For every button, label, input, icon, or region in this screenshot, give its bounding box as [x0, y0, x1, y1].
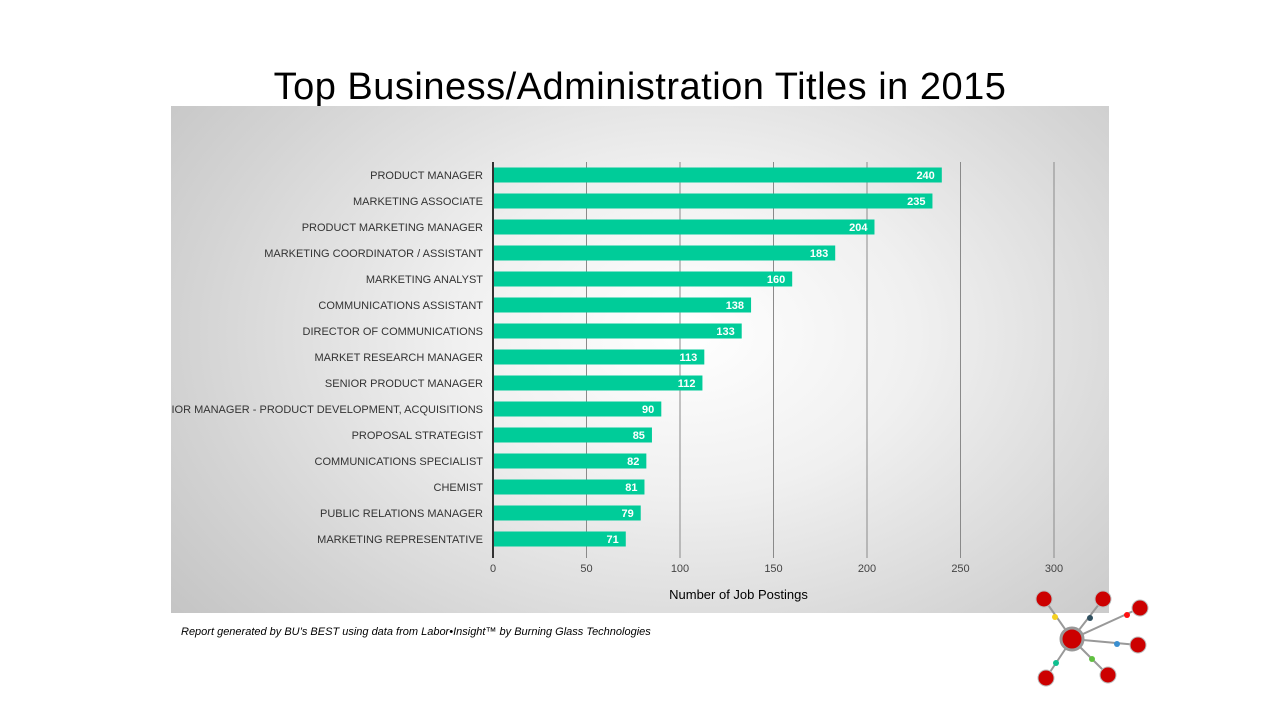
category-label: PROPOSAL STRATEGIST — [352, 430, 484, 442]
data-label: 235 — [907, 196, 925, 208]
bar — [494, 219, 875, 235]
bar-chart: 0 50 100 150 200 250 300 PRODUCT MANAGER 240 MARK… — [171, 162, 1063, 602]
category-label: PRODUCT MANAGER — [370, 170, 483, 182]
bar — [494, 167, 942, 183]
data-label: 81 — [625, 482, 637, 494]
bar — [494, 505, 641, 521]
category-label: SENIOR PRODUCT MANAGER — [325, 378, 483, 390]
data-label: 71 — [607, 534, 619, 546]
bar — [494, 453, 647, 469]
category-label: MARKETING COORDINATOR / ASSISTANT — [264, 248, 483, 260]
data-label: 79 — [621, 508, 633, 520]
data-label: 204 — [849, 222, 868, 234]
data-label: 138 — [726, 300, 744, 312]
x-tick-label: 100 — [671, 563, 689, 575]
bar — [494, 297, 752, 313]
x-axis-title: Number of Job Postings — [669, 587, 808, 602]
category-label: MARKETING ANALYST — [366, 274, 483, 286]
bar — [494, 479, 645, 495]
bar — [494, 375, 703, 391]
category-label: MARKETING ASSOCIATE — [353, 196, 483, 208]
bar — [494, 427, 652, 443]
chart-title: Top Business/Administration Titles in 20… — [273, 66, 1007, 108]
data-label: 82 — [627, 456, 639, 468]
category-label: MARKETING REPRESENTATIVE — [317, 534, 483, 546]
category-label: PUBLIC RELATIONS MANAGER — [320, 508, 483, 520]
bar — [494, 271, 793, 287]
bar — [494, 193, 933, 209]
category-label: DIRECTOR OF COMMUNICATIONS — [303, 326, 483, 338]
category-label: CHEMIST — [434, 482, 484, 494]
data-label: 112 — [678, 378, 696, 390]
data-label: 90 — [642, 404, 654, 416]
x-tick-label: 200 — [858, 563, 876, 575]
category-label: MARKET RESEARCH MANAGER — [315, 352, 484, 364]
footer-credit: Report generated by BU’s BEST using data… — [181, 626, 651, 638]
x-tick-label: 300 — [1045, 563, 1063, 575]
data-label: 240 — [916, 170, 934, 182]
network-logo-icon — [1035, 590, 1149, 687]
category-label: COMMUNICATIONS SPECIALIST — [315, 456, 484, 468]
data-label: 183 — [810, 248, 828, 260]
category-label: SENIOR MANAGER - PRODUCT DEVELOPMENT, AC… — [171, 404, 483, 416]
data-label: 113 — [680, 352, 698, 364]
bar — [494, 531, 626, 547]
data-label: 160 — [767, 274, 785, 286]
x-tick-label: 0 — [490, 563, 496, 575]
category-label: COMMUNICATIONS ASSISTANT — [318, 300, 483, 312]
data-label: 133 — [716, 326, 734, 338]
bar — [494, 349, 705, 365]
x-tick-label: 50 — [580, 563, 592, 575]
x-tick-label: 150 — [764, 563, 782, 575]
bar — [494, 323, 742, 339]
bar — [494, 245, 836, 261]
x-tick-label: 250 — [951, 563, 969, 575]
category-label: PRODUCT MARKETING MANAGER — [302, 222, 483, 234]
data-label: 85 — [633, 430, 645, 442]
bar — [494, 401, 662, 417]
chart-panel: 0 50 100 150 200 250 300 PRODUCT MANAGER 240 MARK… — [171, 106, 1109, 613]
